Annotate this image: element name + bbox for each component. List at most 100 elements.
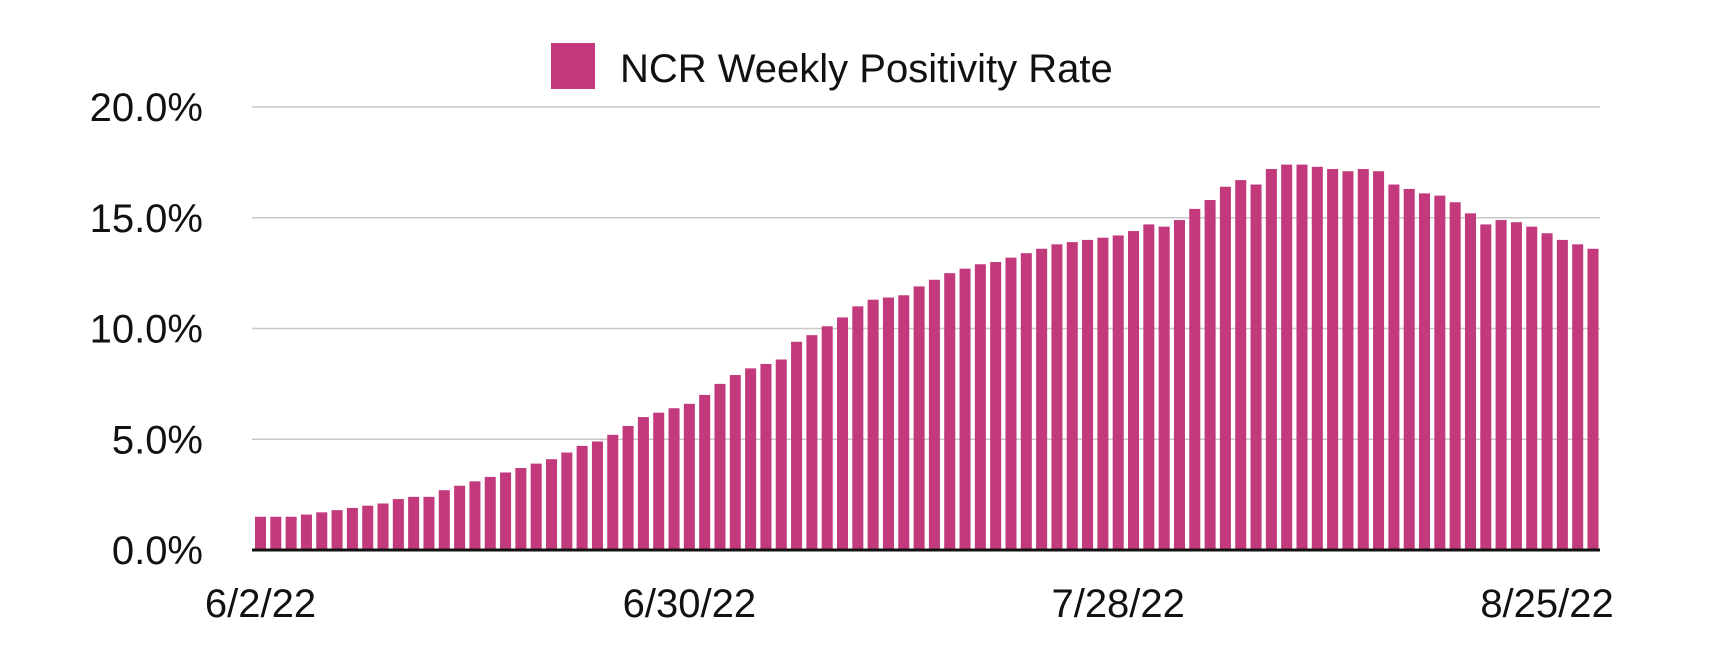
bar [745, 368, 757, 550]
bar [346, 507, 358, 550]
bar [545, 459, 558, 550]
bar [607, 434, 619, 550]
chart-legend: NCR Weekly Positivity Rate [551, 43, 1113, 91]
bar [1572, 244, 1584, 550]
bar [1036, 248, 1048, 550]
bar [1342, 171, 1354, 551]
bar [1434, 195, 1446, 550]
bar [1480, 224, 1492, 550]
bar [1541, 233, 1553, 550]
bar [1097, 237, 1109, 550]
bar [1403, 188, 1415, 550]
bar [699, 394, 711, 550]
bar [944, 273, 956, 550]
bar [1587, 248, 1599, 550]
bar [1373, 171, 1385, 551]
x-tick-label: 6/30/22 [623, 582, 756, 626]
x-tick-label: 7/28/22 [1051, 582, 1184, 626]
bar [285, 516, 297, 550]
bar [806, 335, 818, 550]
bar [1510, 222, 1522, 550]
y-tick-label: 0.0% [112, 529, 203, 573]
legend-label: NCR Weekly Positivity Rate [620, 47, 1113, 91]
bar [1388, 184, 1400, 550]
bar [1219, 186, 1231, 551]
bar [867, 299, 879, 550]
bar [377, 503, 389, 550]
bar [331, 510, 343, 550]
bar [423, 496, 435, 550]
bar [974, 264, 986, 550]
bar [821, 326, 833, 550]
bar [836, 317, 849, 550]
bar [928, 279, 940, 550]
bar [1464, 213, 1476, 550]
bar [913, 286, 925, 550]
bar [775, 359, 787, 550]
x-axis-tick-labels: 6/2/22 6/30/22 7/28/22 8/25/22 [205, 582, 1614, 626]
bar [362, 505, 374, 550]
bar [1082, 239, 1094, 550]
bar [714, 383, 726, 550]
bar [1235, 180, 1247, 550]
x-tick-label: 6/2/22 [205, 582, 316, 626]
bar [990, 262, 1002, 550]
bar [1128, 231, 1140, 551]
bar [1327, 169, 1339, 550]
bar [1265, 169, 1277, 550]
bar [683, 403, 695, 550]
bar [1158, 226, 1170, 551]
bar [1556, 239, 1568, 550]
bar [454, 485, 466, 550]
bar [637, 417, 649, 550]
bar [316, 512, 328, 550]
bar [1311, 166, 1323, 550]
x-tick-label: 8/25/22 [1480, 582, 1613, 626]
bar [1143, 224, 1155, 550]
legend-swatch [551, 43, 595, 89]
bar [438, 490, 450, 550]
bar [1204, 200, 1216, 550]
bar [408, 496, 420, 550]
bar [1419, 193, 1431, 550]
bar [392, 499, 404, 550]
bar [576, 445, 588, 550]
bar [729, 375, 741, 550]
bar [469, 481, 481, 550]
bar [1495, 219, 1507, 550]
bar [515, 468, 527, 550]
y-axis-tick-labels: 0.0% 5.0% 10.0% 15.0% 20.0% [90, 86, 203, 573]
bar [530, 463, 542, 550]
bar [1020, 253, 1032, 550]
bar [1066, 242, 1078, 551]
bar [791, 341, 803, 550]
bar [760, 363, 772, 550]
bar [959, 268, 971, 550]
y-tick-label: 5.0% [112, 418, 203, 462]
bar [484, 476, 496, 550]
bar [300, 514, 312, 550]
bar [500, 472, 512, 550]
bar [561, 452, 573, 550]
bar [1449, 202, 1461, 550]
bar [1357, 169, 1369, 550]
bar [270, 516, 282, 550]
y-tick-label: 10.0% [90, 308, 203, 352]
y-tick-label: 20.0% [90, 86, 203, 130]
bar [668, 408, 680, 550]
bar [898, 295, 910, 550]
bar [1173, 219, 1185, 550]
bar [653, 412, 665, 550]
bar [1526, 226, 1538, 551]
bar [591, 441, 603, 550]
bar [1189, 208, 1201, 550]
bar [622, 425, 634, 550]
bar [1250, 184, 1262, 550]
bar [1051, 244, 1063, 550]
bar [1112, 235, 1124, 550]
bar [852, 306, 864, 550]
bars [254, 164, 1599, 551]
bar [1281, 164, 1293, 550]
bar [1005, 257, 1017, 550]
